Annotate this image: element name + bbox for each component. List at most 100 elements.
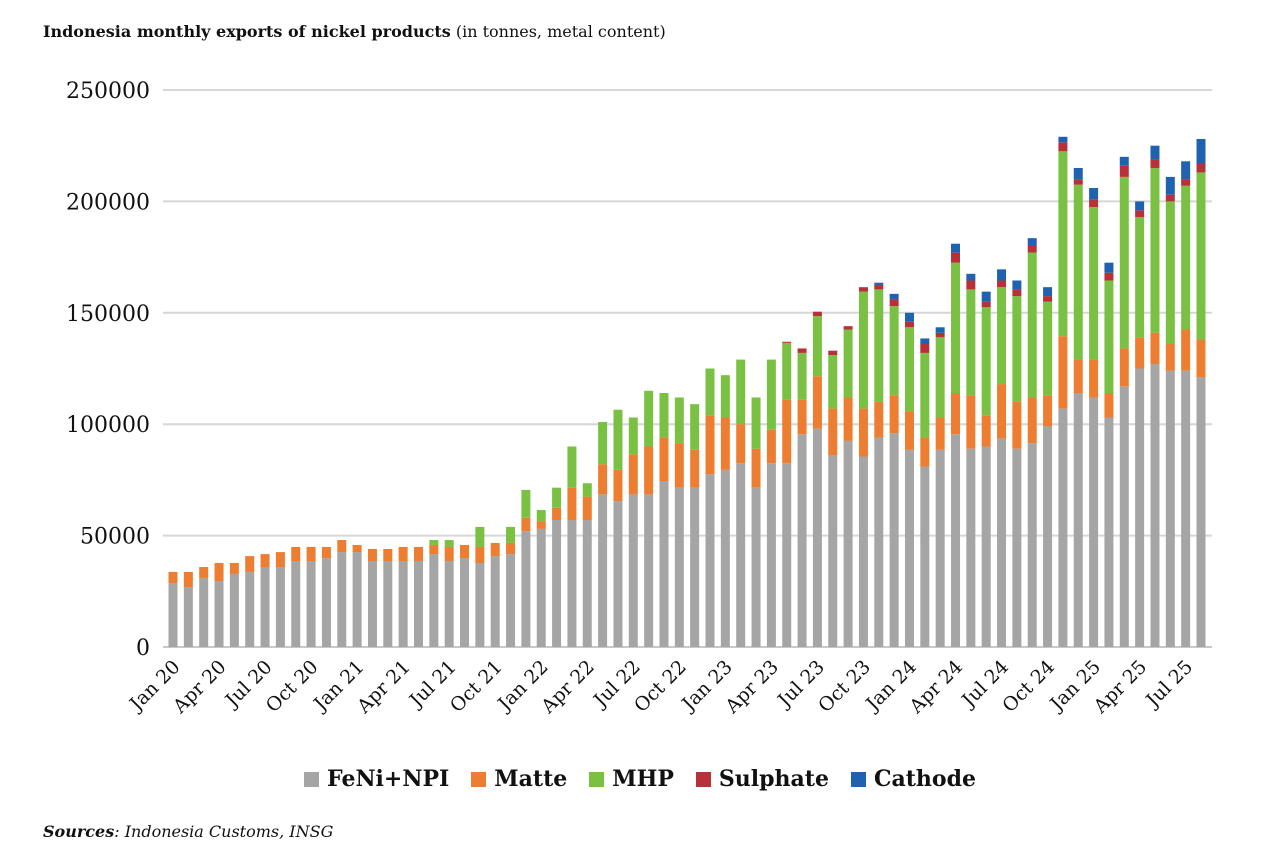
bar-segment-feni-npi: [613, 501, 623, 647]
bar-segment-matte: [199, 567, 209, 578]
chart-title-main: Indonesia monthly exports of nickel prod…: [43, 22, 451, 41]
bar-segment-matte: [674, 443, 684, 488]
y-tick-label: 150000: [66, 302, 150, 327]
bar-segment-mhp: [889, 306, 899, 396]
bar-segment-feni-npi: [843, 440, 853, 647]
bar-segment-matte: [413, 546, 423, 561]
bar-segment-cathode: [981, 291, 991, 302]
bar-segment-matte: [966, 395, 976, 449]
bar-segment-sulphate: [1119, 165, 1129, 177]
bar-segment-sulphate: [981, 301, 991, 308]
bar-segment-sulphate: [1181, 179, 1191, 186]
bar-segment-mhp: [1073, 184, 1083, 360]
bar-segment-feni-npi: [260, 567, 270, 647]
bar-segment-feni-npi: [1073, 393, 1083, 647]
bar-segment-matte: [981, 415, 991, 447]
legend-swatch: [589, 771, 605, 787]
bar-segment-feni-npi: [383, 560, 393, 647]
chart-title: Indonesia monthly exports of nickel prod…: [43, 22, 666, 41]
bar-segment-feni-npi: [935, 449, 945, 647]
bar-segment-mhp: [1181, 185, 1191, 330]
legend-item: Matte: [471, 766, 567, 792]
x-tick-label: Oct 22: [630, 656, 691, 717]
legend-item: FeNi+NPI: [304, 766, 449, 792]
bar-segment-cathode: [1089, 188, 1099, 200]
bar-segment-matte: [429, 544, 439, 555]
legend-swatch: [695, 771, 711, 787]
bar-segment-mhp: [429, 540, 439, 545]
bar-segment-matte: [521, 517, 531, 532]
bar-segment-feni-npi: [444, 560, 454, 647]
bar-segment-mhp: [874, 289, 884, 402]
bar-segment-sulphate: [966, 280, 976, 290]
bar-segment-feni-npi: [782, 463, 792, 647]
bar-segment-feni-npi: [1150, 364, 1160, 647]
bar-segment-feni-npi: [521, 531, 531, 647]
bar-segment-matte: [1027, 397, 1037, 444]
bar-segment-mhp: [521, 489, 531, 518]
bar-segment-mhp: [1089, 206, 1099, 360]
x-tick-label: Oct 20: [262, 656, 323, 717]
bar-segment-feni-npi: [291, 560, 301, 647]
bar-segment-feni-npi: [475, 563, 485, 647]
bar-segment-matte: [291, 546, 301, 561]
bar-segment-mhp: [1135, 216, 1145, 338]
bar-segment-feni-npi: [797, 434, 807, 647]
bar-segment-matte: [858, 408, 868, 457]
bar-segment-feni-npi: [536, 528, 546, 647]
bar-segment-matte: [321, 546, 331, 559]
bar-segment-mhp: [828, 355, 838, 409]
bar-segment-feni-npi: [229, 573, 239, 647]
bar-segment-feni-npi: [812, 428, 822, 647]
bar-segment-feni-npi: [1119, 386, 1129, 647]
bar-segment-feni-npi: [352, 552, 362, 647]
bar-segment-feni-npi: [598, 494, 608, 647]
bar-segment-mhp: [690, 404, 700, 450]
bar-segment-mhp: [736, 359, 746, 425]
bar-segment-matte: [275, 552, 285, 568]
bar-segment-feni-npi: [1196, 377, 1206, 647]
bar-segment-feni-npi: [997, 438, 1007, 647]
bar-segment-sulphate: [1058, 142, 1068, 152]
legend-label: MHP: [612, 766, 674, 792]
bar-segment-matte: [398, 546, 408, 561]
bar-segment-matte: [1089, 359, 1099, 398]
legend: FeNi+NPI Matte MHP Sulphate Cathode: [0, 766, 1280, 792]
bar-segment-feni-npi: [214, 581, 224, 647]
bar-segment-feni-npi: [460, 558, 470, 647]
bar-segment-matte: [536, 521, 546, 529]
bar-segment-sulphate: [1135, 210, 1145, 217]
legend-label: FeNi+NPI: [327, 766, 450, 792]
y-tick-label: 100000: [66, 413, 150, 438]
bar-segment-matte: [582, 496, 592, 521]
bar-segment-matte: [659, 437, 669, 482]
bar-segment-cathode: [935, 327, 945, 333]
bar-segment-feni-npi: [245, 571, 255, 647]
bar-segment-sulphate: [1027, 245, 1037, 253]
bar-segment-feni-npi: [1104, 417, 1114, 647]
bar-segment-feni-npi: [275, 567, 285, 647]
bar-segment-matte: [1043, 395, 1053, 427]
bar-segment-sulphate: [1012, 289, 1022, 297]
bar-segment-feni-npi: [1135, 368, 1145, 647]
bar-segment-feni-npi: [506, 554, 516, 647]
bar-segment-matte: [490, 542, 500, 557]
bar-segment-feni-npi: [674, 487, 684, 647]
bar-segment-feni-npi: [567, 520, 577, 647]
x-tick-label: Oct 21: [446, 656, 507, 717]
bar-segment-mhp: [797, 352, 807, 400]
legend-swatch: [471, 771, 487, 787]
bar-segment-feni-npi: [628, 494, 638, 647]
bar-segment-mhp: [674, 397, 684, 444]
bar-segment-feni-npi: [552, 520, 562, 647]
bar-segment-matte: [690, 449, 700, 488]
bar-segment-mhp: [1012, 296, 1022, 402]
bar-segment-feni-npi: [490, 556, 500, 647]
bar-segment-cathode: [1165, 176, 1175, 195]
bar-segment-cathode: [874, 282, 884, 285]
bar-segment-matte: [552, 507, 562, 521]
bar-segment-matte: [1119, 348, 1129, 387]
bar-segment-mhp: [997, 287, 1007, 385]
legend-swatch: [304, 771, 320, 787]
